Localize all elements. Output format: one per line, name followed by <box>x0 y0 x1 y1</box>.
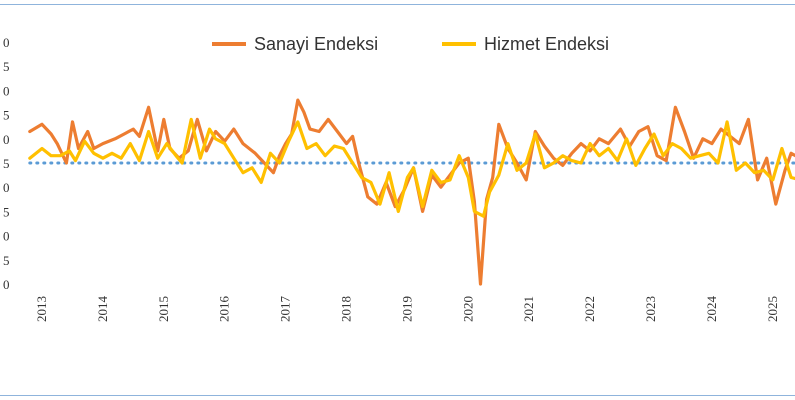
y-tick-label: 5 <box>3 156 10 171</box>
x-tick-label: 2014 <box>95 296 110 323</box>
x-tick-label: 2019 <box>399 296 414 322</box>
y-tick-label: 0 <box>3 35 10 50</box>
series-line-sanayi <box>28 98 795 286</box>
y-tick-label: 5 <box>3 108 10 123</box>
y-tick-label: 0 <box>3 277 10 292</box>
y-tick-label: 0 <box>3 229 10 244</box>
frame-top-line <box>0 4 795 5</box>
x-tick-label: 2020 <box>460 296 475 322</box>
x-tick-label: 2018 <box>339 296 354 322</box>
y-tick-label: 5 <box>3 253 10 268</box>
x-tick-label: 2025 <box>765 296 780 322</box>
x-tick-label: 2013 <box>34 296 49 322</box>
y-tick-label: 5 <box>3 204 10 219</box>
y-axis-ticks: 0 5 0 5 0 5 0 5 0 5 0 <box>3 35 10 292</box>
x-tick-label: 2021 <box>521 296 536 322</box>
y-tick-label: 0 <box>3 180 10 195</box>
x-tick-label: 2022 <box>582 296 597 322</box>
x-tick-label: 2024 <box>704 296 719 323</box>
series-line-hizmet <box>28 117 795 218</box>
y-tick-label: 0 <box>3 132 10 147</box>
legend-label-hizmet: Hizmet Endeksi <box>484 34 609 54</box>
series-group <box>28 98 795 286</box>
y-tick-label: 5 <box>3 59 10 74</box>
y-tick-label: 0 <box>3 83 10 98</box>
x-tick-label: 2015 <box>156 296 171 322</box>
x-tick-label: 2016 <box>217 296 232 323</box>
x-tick-label: 2017 <box>278 296 293 323</box>
frame-bottom-line <box>0 395 795 396</box>
x-axis-ticks: 2013 2014 2015 2016 2017 2018 2019 2020 2021 2022… <box>34 296 780 323</box>
legend-label-sanayi: Sanayi Endeksi <box>254 34 378 54</box>
legend: Sanayi Endeksi Hizmet Endeksi <box>212 34 609 54</box>
x-tick-label: 2023 <box>643 296 658 322</box>
